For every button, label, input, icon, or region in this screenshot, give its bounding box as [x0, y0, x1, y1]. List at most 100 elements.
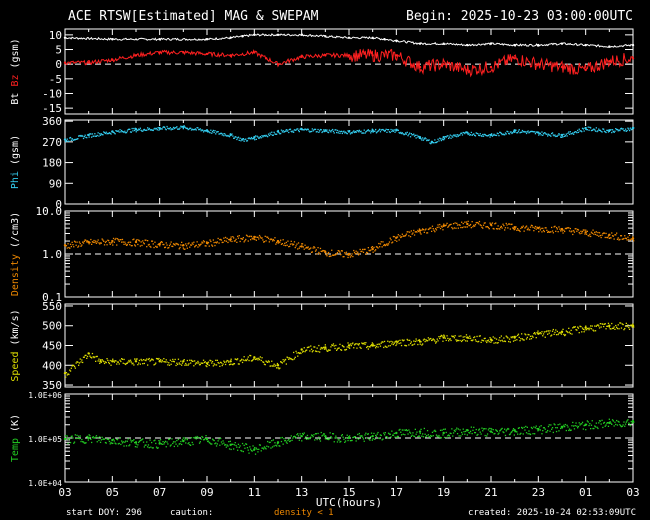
scatter-dot	[214, 364, 216, 366]
scatter-dot	[173, 445, 175, 448]
scatter-dot	[175, 364, 177, 367]
scatter-dot	[385, 346, 387, 348]
scatter-dot	[542, 134, 544, 136]
scatter-dot	[378, 129, 380, 131]
scatter-dot	[164, 440, 167, 442]
scatter-dot	[211, 131, 214, 133]
scatter-dot	[192, 129, 194, 131]
scatter-dot	[471, 134, 473, 136]
scatter-dot	[516, 339, 518, 341]
scatter-dot	[604, 236, 606, 239]
scatter-dot	[240, 237, 242, 240]
data-point	[276, 364, 280, 367]
scatter-dot	[330, 436, 332, 438]
scatter-dot	[184, 439, 186, 441]
scatter-dot	[81, 438, 83, 441]
data-point	[466, 222, 469, 226]
scatter-dot	[139, 439, 141, 442]
scatter-dot	[242, 359, 244, 361]
scatter-dot	[479, 224, 481, 226]
scatter-dot	[529, 130, 532, 133]
scatter-dot	[428, 339, 430, 341]
scatter-dot	[316, 438, 318, 441]
scatter-dot	[498, 432, 500, 434]
scatter-dot	[568, 131, 570, 133]
scatter-dot	[624, 325, 627, 327]
scatter-dot	[179, 246, 181, 249]
scatter-dot	[405, 132, 407, 134]
scatter-dot	[545, 431, 547, 433]
scatter-dot	[270, 365, 272, 367]
scatter-dot	[155, 128, 157, 130]
scatter-dot	[517, 333, 520, 335]
scatter-dot	[159, 359, 162, 361]
scatter-dot	[449, 134, 451, 136]
scatter-dot	[112, 130, 114, 133]
scatter-dot	[293, 241, 296, 243]
scatter-dot	[458, 134, 460, 136]
scatter-dot	[568, 133, 571, 135]
scatter-dot	[191, 128, 193, 130]
scatter-dot	[328, 438, 330, 440]
scatter-dot	[139, 127, 141, 129]
scatter-dot	[107, 438, 109, 440]
scatter-dot	[112, 358, 114, 360]
scatter-dot	[365, 131, 367, 133]
scatter-dot	[403, 429, 405, 431]
scatter-dot	[110, 364, 112, 366]
scatter-dot	[181, 125, 184, 128]
scatter-dot	[83, 442, 85, 444]
scatter-dot	[340, 440, 342, 443]
scatter-dot	[539, 132, 541, 134]
scatter-dot	[426, 139, 428, 142]
scatter-dot	[214, 130, 216, 132]
scatter-dot	[280, 437, 282, 439]
scatter-dot	[526, 229, 528, 231]
scatter-dot	[461, 134, 464, 136]
scatter-dot	[418, 230, 420, 233]
scatter-dot	[161, 241, 163, 243]
scatter-dot	[431, 339, 434, 341]
scatter-dot	[313, 434, 315, 436]
scatter-dot	[622, 323, 624, 326]
scatter-dot	[587, 126, 589, 128]
data-point	[442, 336, 445, 339]
scatter-dot	[422, 137, 424, 139]
scatter-dot	[517, 433, 519, 435]
scatter-dot	[427, 139, 429, 142]
scatter-dot	[148, 357, 150, 360]
scatter-dot	[329, 432, 331, 434]
scatter-dot	[353, 347, 355, 349]
scatter-dot	[161, 128, 163, 130]
scatter-dot	[310, 348, 313, 350]
scatter-dot	[424, 340, 426, 343]
scatter-dot	[291, 243, 293, 245]
scatter-dot	[352, 255, 354, 258]
scatter-dot	[250, 136, 253, 139]
scatter-dot	[439, 137, 441, 139]
scatter-dot	[508, 433, 511, 436]
data-point	[631, 57, 635, 60]
scatter-dot	[147, 446, 149, 448]
scatter-dot	[514, 431, 516, 433]
scatter-dot	[439, 337, 441, 340]
scatter-dot	[274, 365, 276, 367]
scatter-dot	[459, 339, 461, 342]
scatter-dot	[546, 431, 548, 433]
scatter-dot	[268, 134, 270, 137]
scatter-dot	[492, 429, 494, 431]
scatter-dot	[394, 131, 396, 133]
scatter-dot	[613, 238, 615, 240]
scatter-dot	[271, 134, 274, 136]
scatter-dot	[506, 224, 508, 226]
scatter-dot	[301, 349, 303, 351]
scatter-dot	[194, 245, 197, 247]
scatter-dot	[607, 129, 609, 132]
scatter-dot	[189, 127, 191, 129]
xtick-label: 11	[248, 486, 261, 499]
scatter-dot	[607, 325, 609, 327]
scatter-dot	[314, 350, 317, 352]
scatter-dot	[76, 434, 78, 436]
scatter-dot	[181, 362, 184, 364]
scatter-dot	[192, 360, 194, 362]
